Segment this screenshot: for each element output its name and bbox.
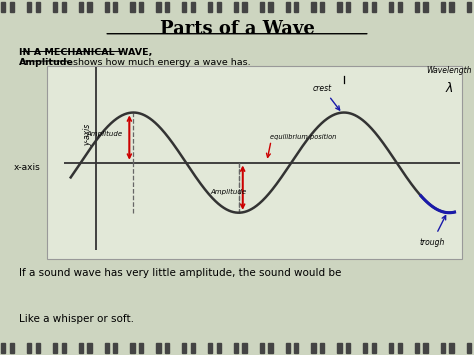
Bar (27, 343, 31, 353)
Bar (268, 2, 273, 12)
Bar (415, 343, 419, 353)
Text: Amplitude: Amplitude (87, 131, 123, 137)
Bar (466, 2, 471, 12)
Text: shows how much energy a wave has.: shows how much energy a wave has. (70, 58, 251, 66)
Bar (105, 2, 109, 12)
Bar (27, 2, 31, 12)
Bar (208, 2, 212, 12)
Bar (449, 343, 454, 353)
Text: Parts of a Wave: Parts of a Wave (160, 20, 314, 38)
Bar (285, 2, 290, 12)
Bar (53, 343, 57, 353)
Text: equilibrium position: equilibrium position (270, 133, 337, 140)
Bar (113, 2, 118, 12)
Bar (423, 2, 428, 12)
Bar (389, 343, 393, 353)
Bar (130, 2, 135, 12)
Bar (372, 2, 376, 12)
Bar (363, 2, 367, 12)
Bar (311, 2, 316, 12)
Bar (208, 343, 212, 353)
Bar (113, 343, 118, 353)
Text: IN A MECHANICAL WAVE,: IN A MECHANICAL WAVE, (19, 48, 152, 57)
Bar (260, 343, 264, 353)
Bar (36, 2, 40, 12)
Bar (294, 343, 299, 353)
Bar (466, 343, 471, 353)
Bar (243, 2, 247, 12)
Bar (53, 2, 57, 12)
Bar (105, 343, 109, 353)
Bar (165, 2, 169, 12)
Bar (337, 2, 342, 12)
Bar (182, 2, 186, 12)
Bar (398, 343, 402, 353)
Bar (260, 2, 264, 12)
Text: Wavelength: Wavelength (427, 66, 472, 75)
Bar (415, 2, 419, 12)
Bar (389, 2, 393, 12)
Bar (165, 343, 169, 353)
Bar (268, 343, 273, 353)
Bar (79, 343, 83, 353)
Bar (243, 343, 247, 353)
Text: x-axis: x-axis (14, 163, 40, 172)
FancyBboxPatch shape (47, 66, 462, 259)
Bar (182, 343, 186, 353)
Bar (1, 2, 6, 12)
Text: Amplitude: Amplitude (19, 58, 74, 66)
Bar (372, 343, 376, 353)
Bar (139, 343, 143, 353)
Bar (311, 343, 316, 353)
Bar (346, 2, 350, 12)
Bar (10, 343, 14, 353)
Bar (62, 2, 66, 12)
Bar (423, 343, 428, 353)
Bar (234, 2, 238, 12)
Text: y-axis: y-axis (83, 124, 92, 146)
Bar (79, 2, 83, 12)
Bar (294, 2, 299, 12)
Bar (130, 343, 135, 353)
Text: trough: trough (420, 238, 445, 247)
Bar (87, 343, 91, 353)
Bar (87, 2, 91, 12)
Bar (320, 2, 324, 12)
Bar (285, 343, 290, 353)
Bar (191, 343, 195, 353)
Bar (1, 343, 6, 353)
Bar (398, 2, 402, 12)
Bar (337, 343, 342, 353)
Bar (62, 343, 66, 353)
Bar (449, 2, 454, 12)
Bar (441, 2, 445, 12)
Bar (36, 343, 40, 353)
Text: crest: crest (313, 84, 332, 93)
Bar (320, 343, 324, 353)
Bar (217, 343, 221, 353)
Bar (234, 343, 238, 353)
Text: If a sound wave has very little amplitude, the sound would be: If a sound wave has very little amplitud… (19, 268, 341, 278)
Bar (217, 2, 221, 12)
Bar (156, 343, 161, 353)
Bar (191, 2, 195, 12)
Bar (10, 2, 14, 12)
Text: Like a whisper or soft.: Like a whisper or soft. (19, 314, 134, 324)
Bar (139, 2, 143, 12)
Text: λ: λ (446, 82, 453, 95)
Bar (441, 343, 445, 353)
Bar (346, 343, 350, 353)
Bar (156, 2, 161, 12)
Text: Amplitude: Amplitude (210, 189, 246, 195)
Bar (363, 343, 367, 353)
